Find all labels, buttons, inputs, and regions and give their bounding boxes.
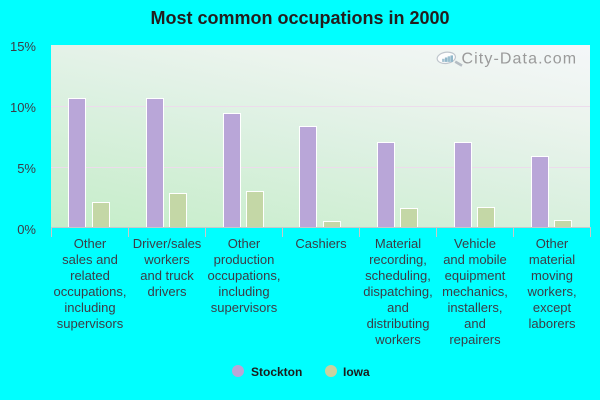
svg-text:City-Data.com: City-Data.com	[462, 51, 578, 68]
